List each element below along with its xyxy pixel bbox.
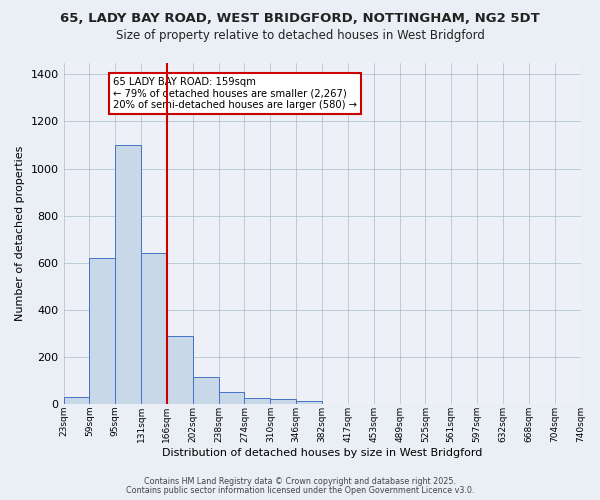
Bar	[244, 398, 271, 404]
Bar	[89, 258, 115, 404]
Bar	[167, 336, 193, 404]
Bar	[141, 254, 167, 404]
Bar	[296, 400, 322, 404]
Y-axis label: Number of detached properties: Number of detached properties	[15, 146, 25, 321]
Text: Contains HM Land Registry data © Crown copyright and database right 2025.: Contains HM Land Registry data © Crown c…	[144, 477, 456, 486]
Bar	[271, 400, 296, 404]
Text: Contains public sector information licensed under the Open Government Licence v3: Contains public sector information licen…	[126, 486, 474, 495]
Text: 65 LADY BAY ROAD: 159sqm
← 79% of detached houses are smaller (2,267)
20% of sem: 65 LADY BAY ROAD: 159sqm ← 79% of detach…	[113, 76, 356, 110]
X-axis label: Distribution of detached houses by size in West Bridgford: Distribution of detached houses by size …	[162, 448, 482, 458]
Bar	[64, 397, 89, 404]
Text: Size of property relative to detached houses in West Bridgford: Size of property relative to detached ho…	[116, 29, 484, 42]
Text: 65, LADY BAY ROAD, WEST BRIDGFORD, NOTTINGHAM, NG2 5DT: 65, LADY BAY ROAD, WEST BRIDGFORD, NOTTI…	[60, 12, 540, 26]
Bar	[193, 377, 218, 404]
Bar	[218, 392, 244, 404]
Bar	[115, 145, 141, 404]
